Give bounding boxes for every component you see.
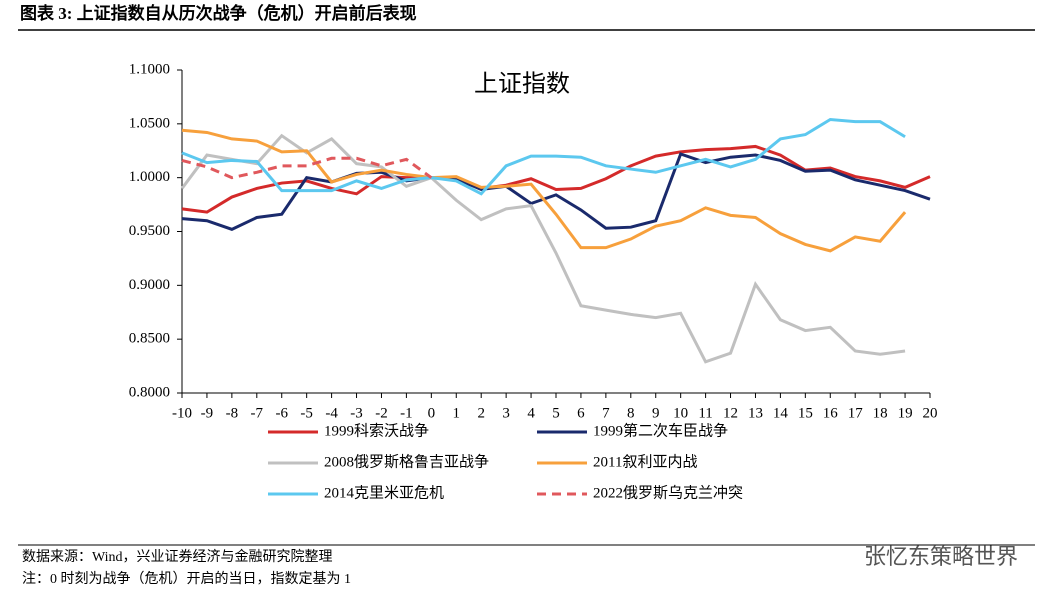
x-tick-label: 19 <box>898 405 913 421</box>
x-tick-label: -9 <box>201 405 214 421</box>
x-tick-label: 13 <box>748 405 763 421</box>
y-tick-label: 0.9000 <box>129 277 170 293</box>
legend-label: 1999第二次车臣战争 <box>593 421 728 439</box>
x-tick-label: -2 <box>375 405 388 421</box>
x-tick-label: -4 <box>325 405 338 421</box>
series-line <box>180 133 906 364</box>
x-tick-label: -8 <box>226 405 239 421</box>
y-tick-label: 0.8500 <box>129 331 170 347</box>
note: 注：0 时刻为战争（危机）开启的当日，指数定基为 1 <box>22 570 351 587</box>
x-tick-label: 7 <box>602 405 610 421</box>
x-tick-label: 16 <box>823 405 839 421</box>
x-tick-label: -7 <box>251 405 264 421</box>
x-tick-label: 14 <box>773 405 789 421</box>
x-tick-label: 12 <box>723 405 738 421</box>
legend-label: 2011叙利亚内战 <box>593 453 697 470</box>
y-tick-label: 1.0500 <box>129 115 170 131</box>
series-line <box>181 117 906 196</box>
header: 图表 3: 上证指数自从历次战争（危机）开启前后表现 <box>20 3 417 23</box>
x-tick-label: 17 <box>848 405 864 421</box>
source: 数据来源：Wind，兴业证券经济与金融研究院整理 <box>22 549 333 565</box>
legend-label: 1999科索沃战争 <box>324 421 429 439</box>
x-tick-label: -3 <box>350 405 363 421</box>
watermark: 张忆东策略世界 <box>864 545 1018 570</box>
chart-title: 上证指数 <box>474 71 570 98</box>
x-tick-label: 18 <box>873 405 888 421</box>
x-tick-label: 6 <box>577 405 585 421</box>
x-tick-label: -5 <box>300 405 313 421</box>
x-tick-label: 0 <box>428 405 436 421</box>
x-tick-label: 15 <box>798 405 813 421</box>
x-tick-label: -1 <box>400 405 413 421</box>
x-tick-label: 9 <box>652 405 660 421</box>
x-tick-label: 5 <box>552 405 560 421</box>
x-tick-label: 4 <box>527 405 535 421</box>
x-tick-label: 8 <box>627 405 635 421</box>
series-line <box>181 156 433 180</box>
legend-label: 2014克里米亚危机 <box>324 484 444 501</box>
x-tick-label: 10 <box>673 405 688 421</box>
series-line <box>181 128 907 253</box>
x-tick-label: 20 <box>923 405 938 421</box>
x-tick-label: 11 <box>698 405 712 421</box>
x-tick-label: -10 <box>172 405 192 421</box>
x-tick-label: 1 <box>453 405 461 421</box>
x-tick-label: 2 <box>477 405 485 421</box>
legend-label: 2008俄罗斯格鲁吉亚战争 <box>324 452 489 470</box>
y-tick-label: 1.1000 <box>129 61 170 77</box>
y-tick-label: 0.9500 <box>129 223 170 239</box>
x-tick-label: -6 <box>275 405 288 421</box>
series-line <box>181 152 931 231</box>
legend-label: 2022俄罗斯乌克兰冲突 <box>593 484 743 501</box>
y-tick-label: 0.8000 <box>129 384 170 400</box>
x-tick-label: 3 <box>502 405 510 421</box>
y-tick-label: 1.0000 <box>129 169 170 185</box>
